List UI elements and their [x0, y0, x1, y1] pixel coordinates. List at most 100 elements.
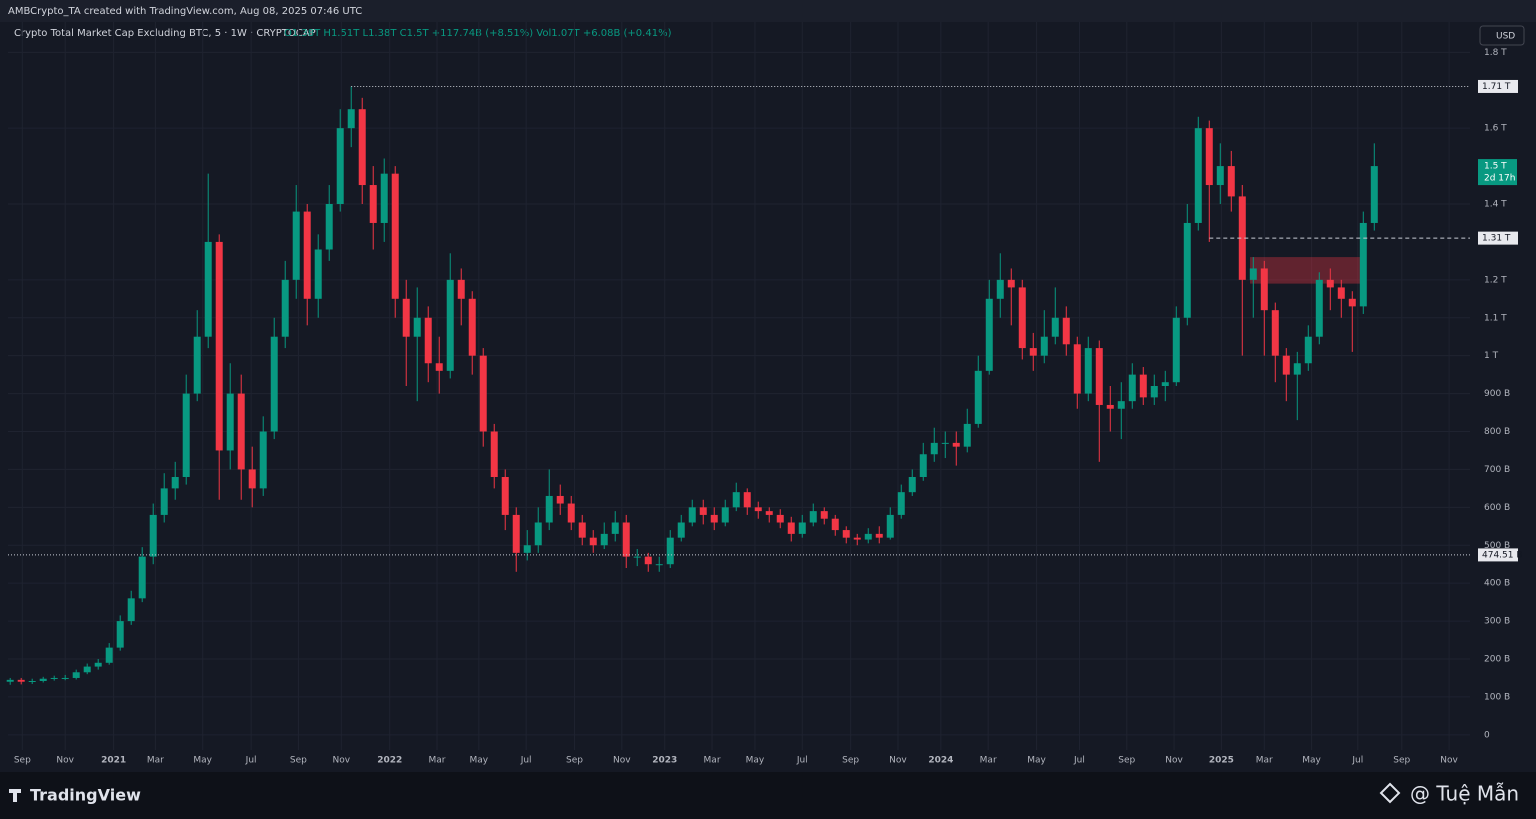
candle-body	[963, 423, 971, 447]
candle-body	[930, 442, 938, 455]
candle-body	[61, 677, 69, 679]
y-tick-label: 1.2 T	[1484, 275, 1507, 285]
candle-body	[292, 211, 300, 280]
candle-body	[699, 507, 707, 515]
candle-body	[402, 298, 410, 337]
candle-body	[248, 469, 256, 489]
y-tick-label: 800 B	[1484, 427, 1510, 437]
level-label: 1.31 T	[1482, 234, 1511, 244]
candle-body	[644, 556, 652, 565]
x-tick-label: Sep	[14, 756, 31, 766]
candle-body	[1260, 268, 1268, 311]
brand-logo	[9, 789, 21, 802]
candle-body	[589, 537, 597, 546]
candle-body	[490, 431, 498, 477]
candle-body	[336, 128, 344, 204]
candle-body	[567, 503, 575, 523]
candle-body	[501, 477, 509, 515]
candle-body	[193, 336, 201, 394]
candle-body	[39, 678, 47, 681]
x-tick-label: Mar	[147, 756, 164, 766]
candle-body	[809, 511, 817, 523]
y-tick-label: 400 B	[1484, 579, 1510, 589]
candle-body	[457, 279, 465, 299]
level-label: 1.71 T	[1482, 82, 1511, 92]
x-tick-label: Mar	[429, 756, 446, 766]
level-tag	[1478, 79, 1518, 93]
candle-body	[534, 522, 542, 546]
candle-body	[820, 511, 828, 519]
candle-body	[127, 598, 135, 622]
y-tick-label: 1.1 T	[1484, 313, 1507, 323]
candle-body	[996, 279, 1004, 299]
candle-body	[831, 518, 839, 531]
candle-body	[237, 393, 245, 470]
candle-body	[688, 507, 696, 523]
x-tick-label: May	[1302, 756, 1321, 766]
x-tick-label: Nov	[889, 756, 907, 766]
x-tick-label: 2022	[377, 756, 402, 766]
candle-body	[1062, 317, 1070, 345]
candle-body	[1183, 222, 1191, 318]
plot: 0 100 B 200 B 300 B 400 B 500 B 600 B 700 B 800 …	[6, 22, 1523, 766]
currency[interactable]: USD	[1496, 32, 1515, 42]
candle-body	[611, 522, 619, 534]
x-tick-label: Sep	[290, 756, 307, 766]
x-tick-label: 2024	[928, 756, 953, 766]
candle-body	[270, 336, 278, 432]
level-label: 474.51 B	[1482, 550, 1523, 560]
candle-body	[974, 370, 982, 424]
x-tick-label: Sep	[1393, 756, 1410, 766]
candle-body	[1359, 222, 1367, 307]
x-tick-label: Jul	[245, 756, 257, 766]
brand: TradingView	[30, 786, 141, 805]
candle-body	[787, 522, 795, 534]
x-tick-label: May	[193, 756, 212, 766]
x-tick-label: May	[1027, 756, 1046, 766]
candle-body	[1370, 166, 1378, 223]
candle-body	[160, 488, 168, 515]
candle-body	[1128, 374, 1136, 402]
candle-body	[259, 431, 267, 489]
candle-body	[732, 492, 740, 508]
candle-body	[1348, 298, 1356, 307]
last-price-tag	[1478, 159, 1517, 186]
candle-body	[622, 522, 630, 557]
watermark: @ Tuệ Mẫn	[1410, 782, 1519, 806]
footer-bar	[0, 772, 1536, 819]
y-tick-label: 1 T	[1484, 351, 1499, 361]
candle-body	[798, 522, 806, 534]
x-tick-label: May	[746, 756, 765, 766]
candle-body	[875, 533, 883, 538]
currency-button[interactable]	[1479, 25, 1525, 46]
x-tick-label: Mar	[1256, 756, 1273, 766]
candle-body	[391, 173, 399, 299]
candle-body	[1084, 348, 1092, 394]
candle-body	[952, 442, 960, 447]
x-tick-label: Sep	[842, 756, 859, 766]
candle-body	[523, 545, 531, 553]
candle-body	[1139, 374, 1147, 398]
level-tag	[1478, 548, 1518, 562]
candle-body	[1205, 128, 1213, 186]
candle-body	[765, 511, 773, 515]
candle-body	[1161, 382, 1169, 386]
candle-body	[776, 514, 784, 523]
candle-body	[1293, 363, 1301, 375]
candle-body	[1249, 268, 1257, 280]
candle-body	[1216, 166, 1224, 186]
candle-body	[446, 279, 454, 371]
candle-body	[1337, 287, 1345, 299]
x-tick-label: May	[470, 756, 489, 766]
candle-body	[17, 679, 25, 682]
x-tick-label: Jul	[1073, 756, 1085, 766]
candle-body	[6, 679, 14, 682]
y-tick-label: 900 B	[1484, 389, 1510, 399]
candle-body	[314, 249, 322, 299]
x-tick-label: Mar	[980, 756, 997, 766]
candle-body	[149, 514, 157, 557]
candle-body	[512, 514, 520, 553]
candle-body	[1117, 401, 1125, 409]
x-tick-label: 2025	[1209, 756, 1234, 766]
candle-body	[985, 298, 993, 371]
